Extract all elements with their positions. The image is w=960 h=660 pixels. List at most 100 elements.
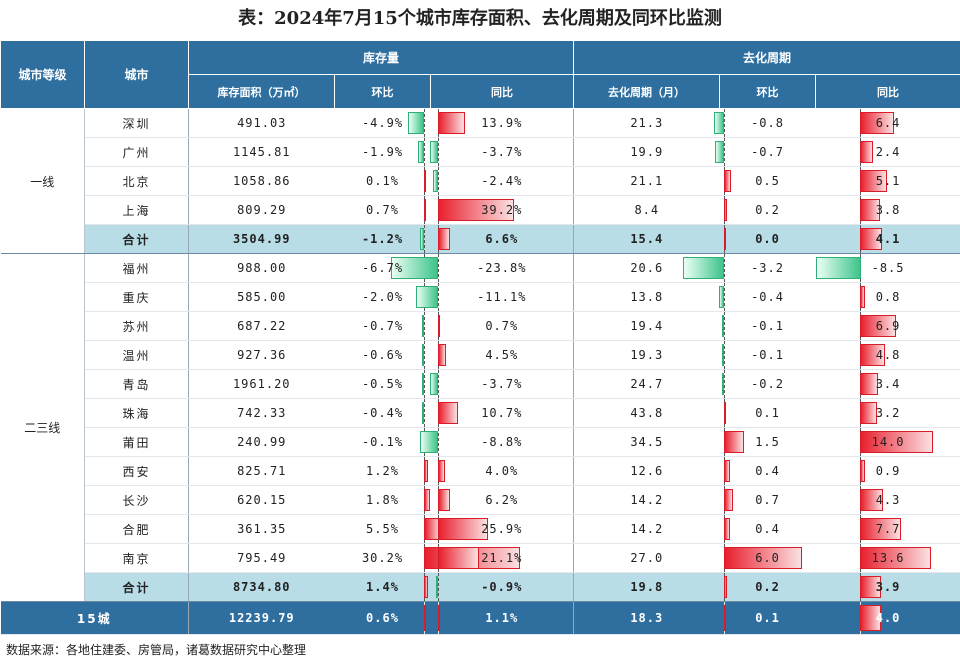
subtotal-row-cycle: 19.8 [573,572,720,602]
bar-value-label: 0.4 [755,464,780,478]
positive-data-bar [724,576,727,598]
zero-axis-line [724,283,726,311]
bar-value-label: 6.4 [875,116,901,130]
positive-data-bar [860,547,932,569]
positive-data-bar [437,489,450,511]
table-row: 苏州 687.22 -0.7% 0.7% 19.4 -0.1 6.9 [1,311,960,341]
zero-axis-line [423,109,425,137]
zero-axis-line [437,428,439,456]
bar-value-label: -1.9% [361,145,404,159]
bar-value-label: 0.7 [755,493,780,507]
bar-value-label: 3.2 [875,406,901,420]
zero-axis-line [423,138,425,166]
table-row-cycle: 12.6 [573,456,720,486]
table-row-cycle-yoy-cell: 3.2 [815,398,960,428]
grand-total-row-cycle: 18.3 [573,601,720,635]
table-row-city: 莆田 [84,427,189,457]
table-row: 合肥 361.35 5.5% 25.9% 14.2 0.4 7.7 [1,514,960,544]
table-row-cycle: 19.9 [573,137,720,167]
positive-data-bar [860,286,865,308]
table-row-inv-mom-cell: 30.2% [334,543,521,573]
zero-axis-line [437,370,439,398]
subtotal-row-city: 合计 [84,572,189,602]
tier-label: 二三线 [0,253,85,602]
table-row-inv-mom-cell: -0.5% [334,369,431,399]
table-row-city: 北京 [84,166,189,196]
bar-value-label: -11.1% [477,290,527,304]
negative-data-bar [417,141,424,163]
positive-data-bar [860,605,882,631]
zero-axis-line [437,254,439,282]
negative-data-bar [713,112,725,134]
positive-data-bar [860,344,886,366]
bar-value-label: 30.2% [361,551,404,565]
table-row-cycle-mom-cell: -3.2 [682,253,816,283]
table-row-cycle-mom-cell: 0.2 [719,195,816,225]
negative-data-bar [435,576,438,598]
table-row-city: 南京 [84,543,189,573]
table-row-city: 合肥 [84,514,189,544]
negative-data-bar [430,141,438,163]
bar-value-label: 21.1% [481,551,523,565]
zero-axis-line [423,312,425,340]
bar-value-label: 0.1% [366,174,399,188]
positive-data-bar [860,170,887,192]
grand-total-row-area: 12239.79 [188,601,335,635]
bar-value-label: -8.5 [871,261,905,275]
grand-total-row-city: 15城 [0,601,189,635]
table-row-inv-mom-cell: 1.2% [334,456,431,486]
table-row-city: 广州 [84,137,189,167]
table-row-cycle-yoy-cell: 4.8 [815,340,960,370]
table-row-area: 585.00 [188,282,335,312]
negative-data-bar [722,344,725,366]
grand-total-row-inv-yoy-cell: 1.1% [430,601,575,635]
bar-value-label: 3.4 [875,377,901,391]
zero-axis-line [724,312,726,340]
bar-value-label: 2.4 [875,145,901,159]
table-row: 一线 深圳 491.03 -4.9% 13.9% 21.3 -0.8 6.4 [0,108,960,254]
positive-data-bar [724,228,727,250]
table-row-area: 240.99 [188,427,335,457]
zero-axis-line [860,254,862,282]
bar-value-label: 0.7% [366,203,399,217]
inventory-table: 城市等级 城市 库存量 去化周期 库存面积（万㎡） 环比 同比 去化周期（月） … [0,40,960,635]
positive-data-bar [860,518,901,540]
bar-value-label: 5.1 [875,174,901,188]
bar-value-label: 4.8 [875,348,901,362]
bar-value-label: 3.9 [875,580,901,594]
grand-total-row: 15城 12239.79 0.6% 1.1% 18.3 0.1 4.0 [0,601,960,635]
bar-value-label: 1.5 [755,435,780,449]
table-row-area: 1058.86 [188,166,335,196]
positive-data-bar [423,576,429,598]
table-row-city: 西安 [84,456,189,486]
table-row-inv-yoy-cell: 6.2% [430,485,575,515]
table-row-cycle: 8.4 [573,195,720,225]
table-row-cycle: 14.2 [573,514,720,544]
bar-value-label: 1.4% [366,580,399,594]
source-note: 数据来源：各地住建委、房管局，诸葛数据研究中心整理 [6,643,307,657]
table-row: 南京 795.49 30.2% 21.1% 27.0 6.0 13.6 [1,543,960,573]
table-row-cycle: 19.4 [573,311,720,341]
bar-value-label: 10.7% [481,406,523,420]
positive-data-bar [724,489,734,511]
table-row-cycle-mom-cell: -0.4 [719,282,816,312]
header-city: 城市 [84,40,189,109]
bar-value-label: 4.5% [485,348,519,362]
positive-data-bar [860,141,873,163]
positive-data-bar [437,518,489,540]
positive-data-bar [437,605,440,631]
zero-axis-line [724,109,726,137]
negative-data-bar [416,286,438,308]
table-title: 表：2024年7月15个城市库存面积、去化周期及同环比监测 [238,8,722,29]
table-row-cycle-yoy-cell: 7.7 [815,514,960,544]
table-row-inv-yoy-cell: -3.7% [430,137,575,167]
table-row-cycle-yoy-cell: 14.0 [815,427,960,457]
bar-value-label: 6.6% [485,232,519,246]
table-row-cycle: 24.7 [573,369,720,399]
bar-value-label: -0.7 [751,145,784,159]
table-row-cycle-mom-cell: 1.5 [719,427,816,457]
bar-value-label: 13.9% [481,116,523,130]
positive-data-bar [423,460,428,482]
table-row-inv-yoy-cell: -2.4% [430,166,575,196]
table-row-inv-yoy-cell: 25.9% [430,514,575,544]
